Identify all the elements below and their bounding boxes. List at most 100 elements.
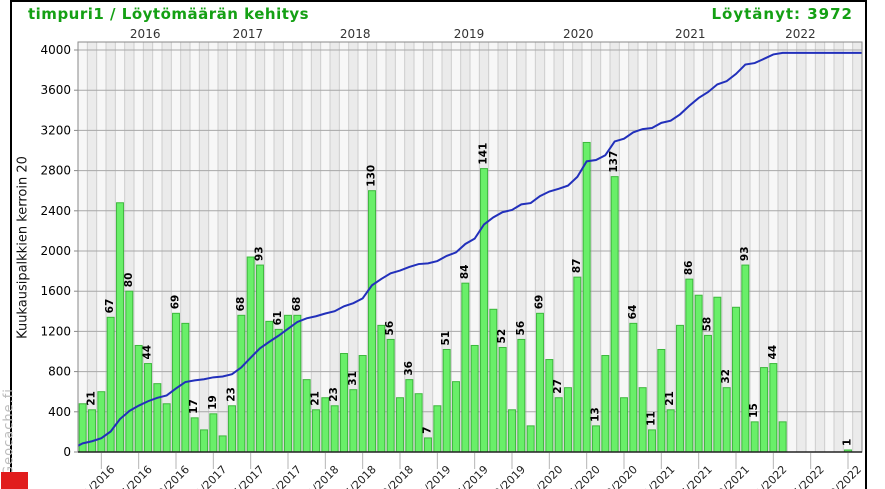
month-stripe xyxy=(358,42,368,452)
month-bar xyxy=(498,346,507,453)
month-bar xyxy=(274,328,283,453)
month-stripe xyxy=(498,42,508,452)
month-stripe xyxy=(759,42,769,452)
month-stripe xyxy=(507,42,517,452)
month-stripe xyxy=(311,42,321,452)
month-bar xyxy=(88,409,96,453)
month-bar xyxy=(228,405,236,453)
month-bar xyxy=(396,397,404,453)
month-bar xyxy=(330,405,339,453)
month-bar xyxy=(209,413,218,453)
month-stripe xyxy=(227,42,237,452)
month-bar xyxy=(461,282,470,453)
month-bar xyxy=(573,276,582,453)
month-bar xyxy=(377,324,386,453)
month-bar xyxy=(358,355,367,453)
bar-value-label: 61 xyxy=(272,311,284,326)
month-stripe xyxy=(591,42,601,452)
month-bar xyxy=(648,429,656,453)
month-stripe xyxy=(796,42,806,452)
month-bar xyxy=(620,397,628,453)
month-bar xyxy=(610,176,619,453)
month-stripe xyxy=(152,42,162,452)
year-label: 2019 xyxy=(454,27,485,41)
bar-value-label: 21 xyxy=(86,391,98,406)
month-bar xyxy=(256,264,264,453)
month-stripe xyxy=(834,42,844,452)
bar-value-label: 137 xyxy=(608,151,620,173)
month-stripe xyxy=(703,42,713,452)
month-stripe xyxy=(656,42,666,452)
y-tick-label: 2000 xyxy=(40,244,71,258)
month-stripe xyxy=(778,42,788,452)
month-stripe xyxy=(274,42,284,452)
bar-value-label: 69 xyxy=(170,295,182,310)
month-bar xyxy=(769,363,778,453)
bar-value-label: 56 xyxy=(384,321,396,336)
year-label: 2018 xyxy=(340,27,371,41)
month-stripe xyxy=(815,42,825,452)
month-stripe xyxy=(442,42,452,452)
bar-value-label: 1 xyxy=(842,439,854,446)
month-stripe xyxy=(236,42,246,452)
y-tick-label: 0 xyxy=(63,445,71,459)
bar-value-label: 21 xyxy=(310,391,322,406)
y-tick-label: 3600 xyxy=(40,83,71,97)
month-stripe xyxy=(572,42,582,452)
month-stripe xyxy=(824,42,834,452)
x-tick-label: 5/2018 xyxy=(342,463,379,489)
x-tick-label: 9/2016 xyxy=(156,463,193,489)
month-bar xyxy=(321,397,330,453)
bar-value-label: 80 xyxy=(123,273,135,288)
x-tick-label: 5/2020 xyxy=(566,463,603,489)
bar-value-label: 44 xyxy=(767,345,779,360)
month-bar xyxy=(237,314,246,453)
month-bar xyxy=(629,322,638,453)
y-tick-label: 800 xyxy=(48,365,71,379)
bar-value-label: 86 xyxy=(683,261,695,276)
x-tick-label: 1/2018 xyxy=(305,463,342,489)
month-stripe xyxy=(96,42,106,452)
y-tick-label: 1600 xyxy=(40,284,71,298)
x-tick-label: 5/2021 xyxy=(678,463,715,489)
month-stripe xyxy=(722,42,732,452)
month-bar xyxy=(778,421,787,453)
month-bar xyxy=(760,367,768,453)
month-bar xyxy=(368,190,376,453)
found-count-label: Löytänyt: 3972 xyxy=(711,5,853,23)
month-bar xyxy=(284,314,292,453)
month-stripe xyxy=(740,42,750,452)
month-bar xyxy=(424,437,432,453)
month-stripe xyxy=(488,42,498,452)
bar-value-label: 93 xyxy=(739,246,751,261)
x-tick-label: 5/2016 xyxy=(118,463,155,489)
month-stripe xyxy=(386,42,396,452)
month-bar xyxy=(536,312,544,453)
month-stripe xyxy=(526,42,536,452)
month-bar xyxy=(704,334,712,453)
month-bar xyxy=(200,429,208,453)
month-bar xyxy=(162,403,171,453)
x-tick-label: 1/2021 xyxy=(641,463,678,489)
y-tick-label: 2800 xyxy=(40,164,71,178)
bar-value-label: 23 xyxy=(226,387,238,402)
month-bar xyxy=(452,381,460,453)
month-bar xyxy=(676,324,684,453)
month-stripe xyxy=(283,42,293,452)
month-bar xyxy=(134,344,143,453)
x-tick-label: 1/2016 xyxy=(81,463,118,489)
month-stripe xyxy=(731,42,741,452)
month-stripe xyxy=(292,42,302,452)
y-tick-label: 1200 xyxy=(40,324,71,338)
month-stripe xyxy=(684,42,694,452)
month-stripe xyxy=(516,42,526,452)
month-stripe xyxy=(563,42,573,452)
widget-top-border xyxy=(10,0,867,2)
month-bar xyxy=(312,409,320,453)
month-bar xyxy=(405,379,414,453)
bar-value-label: 7 xyxy=(422,427,434,434)
month-stripe xyxy=(544,42,554,452)
y-tick-label: 4000 xyxy=(40,43,71,57)
month-bar xyxy=(554,397,563,453)
